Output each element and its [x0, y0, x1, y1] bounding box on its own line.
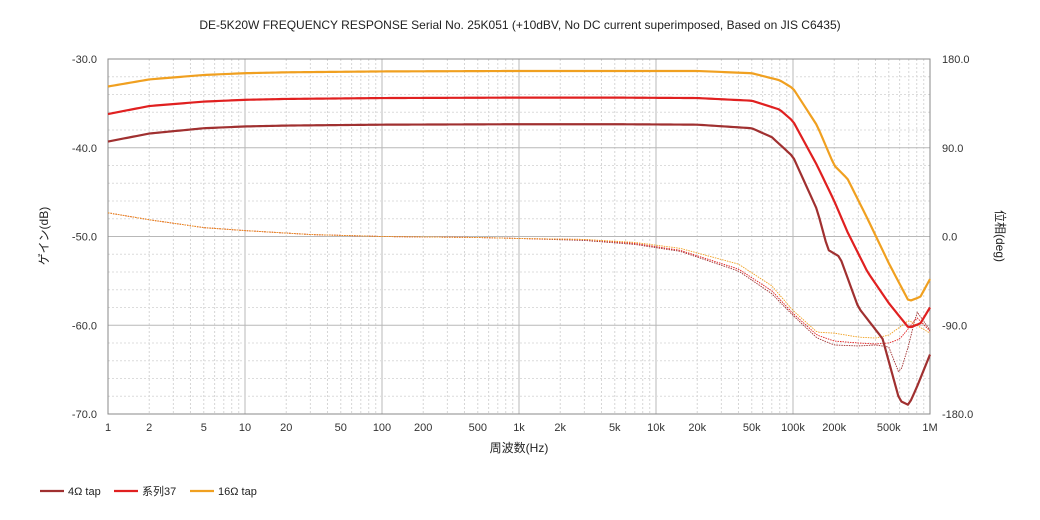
legend: 4Ω tap 系列37 16Ω tap — [40, 484, 257, 498]
x-tick-label: 1k — [513, 422, 525, 434]
x-tick-label: 1 — [105, 422, 111, 434]
gain-line-series-1 — [107, 96, 931, 329]
x-tick-label: 500 — [469, 422, 487, 434]
y-tick-label: -60.0 — [72, 320, 97, 332]
y2-axis-label: 位相(deg) — [993, 210, 1008, 262]
y-tick-label: -40.0 — [72, 143, 97, 155]
gain-line-series-0 — [107, 123, 932, 406]
x-tick-label: 10k — [647, 422, 665, 434]
legend-label: 4Ω tap — [68, 486, 101, 498]
y2-tick-label: -180.0 — [942, 409, 973, 421]
phase-series-group — [107, 212, 931, 373]
x-tick-label: 5k — [609, 422, 621, 434]
y-tick-label: -70.0 — [72, 409, 97, 421]
x-tick-label: 200 — [414, 422, 432, 434]
x-tick-label: 20k — [688, 422, 706, 434]
plot-frame — [107, 58, 931, 415]
x-tick-label: 1M — [922, 422, 937, 434]
y-tick-label: -50.0 — [72, 232, 97, 244]
gain-series-group — [107, 69, 932, 406]
y2-tick-label: -90.0 — [942, 320, 967, 332]
x-tick-label: 100k — [781, 422, 805, 434]
legend-label: 16Ω tap — [218, 486, 257, 498]
x-tick-label: 2 — [146, 422, 152, 434]
x-tick-label: 50k — [743, 422, 761, 434]
y-axis-ticks: -30.0 -40.0 -50.0 -60.0 -70.0 — [72, 54, 97, 421]
y-axis-label: ゲイン(dB) — [37, 207, 51, 265]
y2-tick-label: 0.0 — [942, 232, 957, 244]
y2-tick-label: 90.0 — [942, 143, 963, 155]
x-tick-label: 200k — [822, 422, 846, 434]
x-tick-label: 2k — [554, 422, 566, 434]
grid — [107, 58, 930, 415]
x-tick-label: 5 — [201, 422, 207, 434]
x-tick-label: 10 — [239, 422, 251, 434]
x-tick-label: 50 — [335, 422, 347, 434]
x-tick-label: 20 — [280, 422, 292, 434]
x-tick-label: 100 — [373, 422, 391, 434]
x-axis-label: 周波数(Hz) — [490, 440, 549, 455]
y2-axis-ticks: 180.0 90.0 0.0 -90.0 -180.0 — [942, 54, 973, 421]
x-axis-ticks: 1 2 5 10 20 50 100 200 500 1k 2k 5k 10k 20k 50k 100k 200… — [105, 422, 938, 434]
y2-tick-label: 180.0 — [942, 54, 970, 66]
x-tick-label: 500k — [877, 422, 901, 434]
phase-line-series-2 — [107, 212, 931, 339]
chart-title: DE-5K20W FREQUENCY RESPONSE Serial No. 2… — [199, 18, 840, 32]
y-tick-label: -30.0 — [72, 54, 97, 66]
gain-line-series-2 — [107, 69, 931, 302]
legend-label: 系列37 — [142, 484, 176, 498]
